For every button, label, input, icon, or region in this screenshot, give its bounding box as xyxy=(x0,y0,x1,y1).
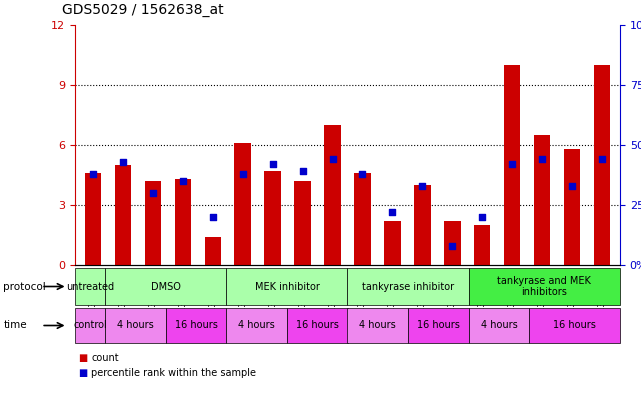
Bar xyxy=(145,181,161,265)
Point xyxy=(88,171,98,177)
Bar xyxy=(384,221,401,265)
Point xyxy=(507,161,517,167)
Point xyxy=(567,183,577,189)
Text: GDS5029 / 1562638_at: GDS5029 / 1562638_at xyxy=(62,3,224,17)
Point xyxy=(118,159,128,165)
Bar xyxy=(324,125,341,265)
Point xyxy=(597,156,607,163)
Point xyxy=(238,171,248,177)
Point xyxy=(328,156,338,163)
Text: 4 hours: 4 hours xyxy=(117,321,154,331)
Text: 4 hours: 4 hours xyxy=(481,321,517,331)
Text: control: control xyxy=(73,321,107,331)
Bar xyxy=(354,173,370,265)
Text: untreated: untreated xyxy=(66,281,114,292)
Text: tankyrase and MEK
inhibitors: tankyrase and MEK inhibitors xyxy=(497,276,591,297)
Bar xyxy=(235,143,251,265)
Text: 16 hours: 16 hours xyxy=(296,321,338,331)
Bar xyxy=(594,65,610,265)
Bar xyxy=(534,135,551,265)
Point xyxy=(297,168,308,174)
Bar xyxy=(294,181,311,265)
Text: count: count xyxy=(91,353,119,363)
Bar xyxy=(264,171,281,265)
Text: percentile rank within the sample: percentile rank within the sample xyxy=(91,368,256,378)
Text: 16 hours: 16 hours xyxy=(553,321,596,331)
Text: time: time xyxy=(3,321,27,331)
Bar xyxy=(85,173,101,265)
Bar xyxy=(444,221,460,265)
Point xyxy=(387,209,397,215)
Text: 4 hours: 4 hours xyxy=(238,321,275,331)
Bar xyxy=(115,165,131,265)
Bar xyxy=(564,149,580,265)
Bar xyxy=(504,65,520,265)
Text: protocol: protocol xyxy=(3,281,46,292)
Point xyxy=(208,214,218,220)
Point xyxy=(178,178,188,184)
Text: ■: ■ xyxy=(78,353,87,363)
Point xyxy=(477,214,487,220)
Bar xyxy=(204,237,221,265)
Text: MEK inhibitor: MEK inhibitor xyxy=(254,281,319,292)
Text: 16 hours: 16 hours xyxy=(417,321,460,331)
Point xyxy=(537,156,547,163)
Text: ■: ■ xyxy=(78,368,87,378)
Text: 16 hours: 16 hours xyxy=(175,321,217,331)
Bar xyxy=(414,185,431,265)
Point xyxy=(267,161,278,167)
Text: 4 hours: 4 hours xyxy=(360,321,396,331)
Text: tankyrase inhibitor: tankyrase inhibitor xyxy=(362,281,454,292)
Point xyxy=(447,242,458,249)
Point xyxy=(357,171,367,177)
Bar xyxy=(474,225,490,265)
Bar xyxy=(174,179,191,265)
Text: DMSO: DMSO xyxy=(151,281,181,292)
Point xyxy=(147,190,158,196)
Point xyxy=(417,183,428,189)
